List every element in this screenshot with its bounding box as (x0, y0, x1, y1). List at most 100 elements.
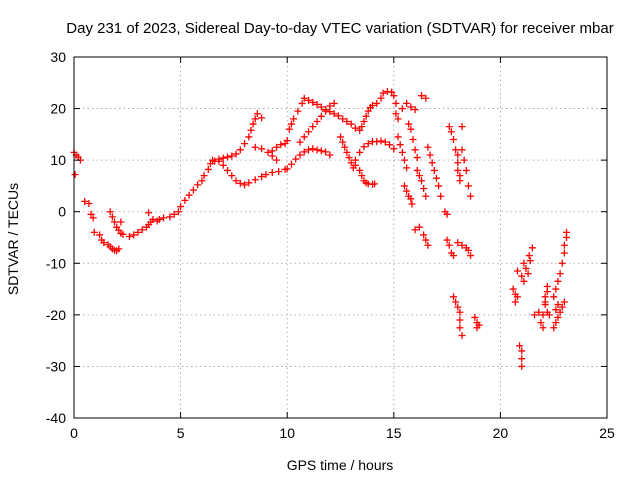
data-point (358, 172, 366, 180)
data-point (360, 143, 368, 151)
x-tick-label: 0 (70, 425, 78, 441)
data-point (134, 228, 142, 236)
data-point (400, 156, 408, 164)
data-point (471, 313, 479, 321)
data-point (422, 94, 430, 102)
data-point (373, 99, 381, 107)
data-point (253, 110, 261, 118)
data-point (343, 117, 351, 125)
y-tick-label: 20 (50, 101, 66, 117)
data-point (138, 226, 146, 234)
data-point (550, 324, 558, 332)
data-point (339, 138, 347, 146)
data-point (236, 179, 244, 187)
data-point (249, 120, 257, 128)
data-point (287, 160, 295, 168)
data-point (513, 293, 521, 301)
data-point (228, 152, 236, 160)
data-point (394, 133, 402, 141)
chart-title: Day 231 of 2023, Sidereal Day-to-day VTE… (66, 20, 613, 37)
x-tick-label: 5 (177, 425, 185, 441)
data-point (283, 137, 291, 145)
data-point (106, 208, 114, 216)
data-point (119, 230, 127, 238)
data-point (81, 197, 89, 205)
data-point (405, 120, 413, 128)
data-point (552, 319, 560, 327)
data-point (554, 313, 562, 321)
data-point (211, 157, 219, 165)
data-point (262, 171, 270, 179)
data-point (464, 246, 472, 254)
data-point (300, 148, 308, 156)
data-point (145, 209, 153, 217)
x-tick-label: 15 (386, 425, 402, 441)
data-point (390, 145, 398, 153)
data-point (560, 241, 568, 249)
data-point (204, 165, 212, 173)
data-point (456, 308, 464, 316)
data-point (317, 147, 325, 155)
data-point (522, 264, 530, 272)
data-point (415, 172, 423, 180)
data-point (458, 241, 466, 249)
data-point (518, 272, 526, 280)
data-point (356, 126, 364, 134)
data-point (456, 324, 464, 332)
data-point (535, 308, 543, 316)
data-point (467, 192, 475, 200)
data-point (251, 143, 259, 151)
data-point (467, 252, 475, 260)
data-point (356, 148, 364, 156)
data-point (398, 148, 406, 156)
data-point (558, 259, 566, 267)
data-point (554, 277, 562, 285)
data-point (108, 213, 116, 221)
data-point (71, 171, 79, 179)
data-point (371, 180, 379, 188)
data-point (360, 117, 368, 125)
data-point (516, 342, 524, 350)
data-point (558, 303, 566, 311)
data-point (245, 179, 253, 187)
data-point (556, 270, 564, 278)
data-point (298, 99, 306, 107)
data-point (294, 107, 302, 115)
data-point (115, 245, 123, 253)
data-point (155, 215, 163, 223)
x-axis-label: GPS time / hours (287, 457, 394, 473)
data-point (458, 123, 466, 131)
data-point (251, 176, 259, 184)
data-point (518, 347, 526, 355)
data-point (309, 145, 317, 153)
data-point (379, 89, 387, 97)
data-point (194, 181, 202, 189)
data-point (418, 177, 426, 185)
data-point (296, 151, 304, 159)
data-point (392, 99, 400, 107)
data-point (219, 154, 227, 162)
data-point (520, 259, 528, 267)
y-tick-label: 10 (50, 152, 66, 168)
data-point (185, 191, 193, 199)
data-point (447, 128, 455, 136)
data-point (552, 285, 560, 293)
data-point (215, 155, 223, 163)
data-point (322, 107, 330, 115)
x-tick-label: 20 (493, 425, 509, 441)
data-point (111, 218, 119, 226)
data-point (339, 115, 347, 123)
data-point (236, 146, 244, 154)
data-point (330, 99, 338, 107)
data-point (543, 288, 551, 296)
data-point (449, 293, 457, 301)
data-point (454, 151, 462, 159)
data-point (452, 298, 460, 306)
plot-border (73, 56, 608, 419)
data-point (85, 199, 93, 207)
data-point (351, 124, 359, 132)
data-point (364, 140, 372, 148)
data-point (518, 362, 526, 370)
data-point (456, 316, 464, 324)
data-point (296, 138, 304, 146)
